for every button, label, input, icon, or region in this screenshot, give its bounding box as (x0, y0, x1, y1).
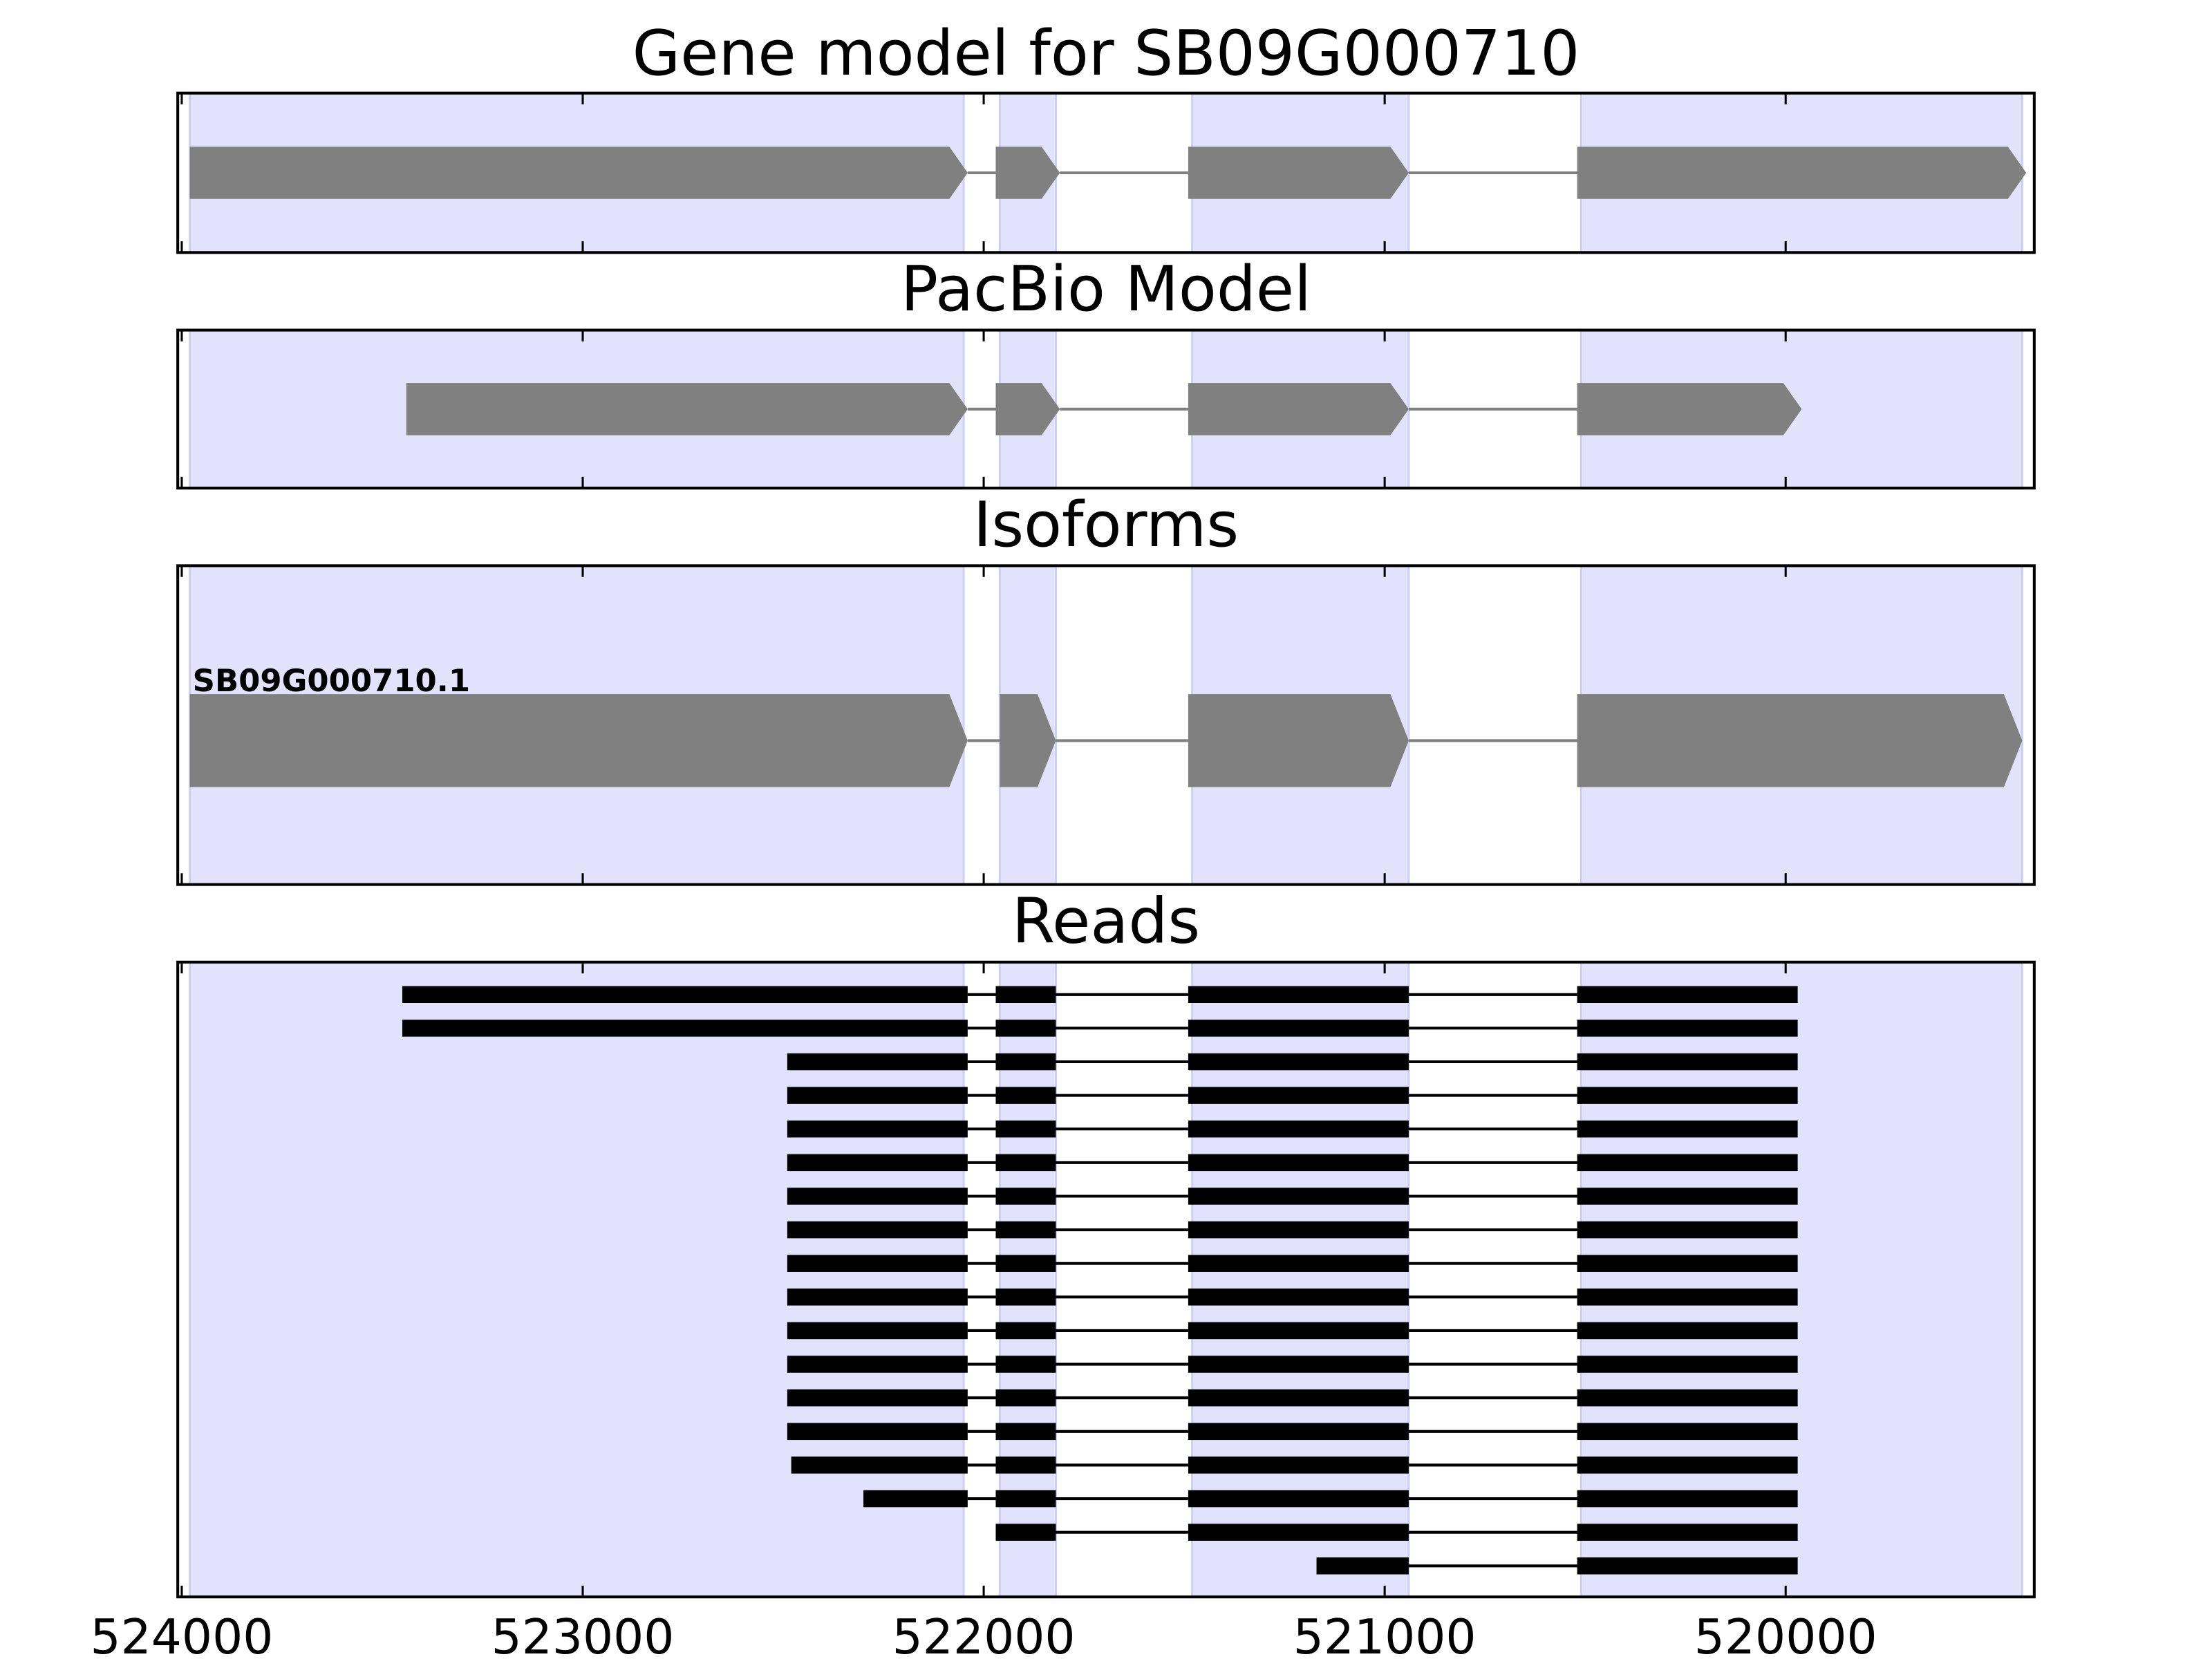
read-exon (1577, 1557, 1798, 1575)
read-exon (1188, 1221, 1409, 1239)
exon (1000, 694, 1056, 787)
read-exon (995, 1221, 1056, 1239)
exon (1188, 694, 1409, 787)
read-exon (995, 1490, 1056, 1508)
read-exon (1577, 1121, 1798, 1138)
isoform-label: SB09G000710.1 (193, 662, 470, 699)
exon (1577, 383, 1802, 435)
read-exon (995, 1020, 1056, 1037)
x-tick-label: 521000 (1293, 1610, 1477, 1659)
read-exon (995, 1255, 1056, 1272)
read-exon (791, 1456, 968, 1474)
read-exon (787, 1188, 968, 1205)
read-exon (1188, 1389, 1409, 1407)
read-exon (1188, 1524, 1409, 1541)
panel-title: PacBio Model (901, 254, 1311, 326)
read-exon (787, 1121, 968, 1138)
read-exon (1577, 1389, 1798, 1407)
read-exon (1188, 1121, 1409, 1138)
read-exon (995, 1053, 1056, 1071)
plot-frame (176, 328, 2036, 490)
exon (406, 383, 968, 435)
x-tick-label: 523000 (491, 1610, 675, 1659)
read-exon (787, 1221, 968, 1239)
read-exon (1188, 1053, 1409, 1071)
read-exon (1188, 1087, 1409, 1104)
read-exon (995, 1121, 1056, 1138)
read-exon (787, 1389, 968, 1407)
read-exon (1577, 1288, 1798, 1306)
read-exon (1577, 1456, 1798, 1474)
read-exon (1577, 1020, 1798, 1037)
exon (995, 147, 1060, 199)
x-tick-label: 520000 (1694, 1610, 1877, 1659)
read-exon (1188, 1322, 1409, 1340)
plot-frame (176, 91, 2036, 254)
read-exon (995, 1356, 1056, 1373)
read-exon (402, 986, 968, 1004)
read-exon (1577, 1188, 1798, 1205)
read-exon (787, 1255, 968, 1272)
read-exon (787, 1322, 968, 1340)
read-exon (995, 1456, 1056, 1474)
read-exon (1577, 1490, 1798, 1508)
read-exon (787, 1087, 968, 1104)
read-exon (1188, 1188, 1409, 1205)
read-exon (995, 986, 1056, 1004)
read-exon (863, 1490, 968, 1508)
exon (1577, 147, 2027, 199)
read-exon (1577, 1087, 1798, 1104)
panel-title: Reads (1012, 885, 1200, 957)
read-exon (1188, 1490, 1409, 1508)
panel-title: Isoforms (973, 489, 1239, 561)
read-exon (995, 1154, 1056, 1172)
read-exon (995, 1188, 1056, 1205)
read-exon (1577, 986, 1798, 1004)
read-exon (1577, 1524, 1798, 1541)
exon (1188, 147, 1409, 199)
read-exon (995, 1524, 1056, 1541)
read-exon (1188, 1456, 1409, 1474)
read-exon (1188, 1154, 1409, 1172)
read-exon (787, 1154, 968, 1172)
exon (189, 147, 968, 199)
read-exon (787, 1053, 968, 1071)
panel-title: Gene model for SB09G000710 (632, 18, 1580, 90)
read-exon (995, 1288, 1056, 1306)
read-exon (1577, 1356, 1798, 1373)
read-exon (1188, 1288, 1409, 1306)
exon (995, 383, 1060, 435)
plot-frame (176, 564, 2036, 886)
read-exon (1577, 1154, 1798, 1172)
exon (189, 694, 968, 787)
x-tick-label: 522000 (892, 1610, 1076, 1659)
plot-frame (176, 960, 2036, 1599)
read-exon (1188, 1020, 1409, 1037)
read-exon (995, 1087, 1056, 1104)
read-exon (1316, 1557, 1409, 1575)
read-exon (995, 1389, 1056, 1407)
read-exon (1577, 1053, 1798, 1071)
read-exon (787, 1356, 968, 1373)
read-exon (995, 1322, 1056, 1340)
read-exon (1188, 1423, 1409, 1441)
read-exon (1577, 1255, 1798, 1272)
exon (1188, 383, 1409, 435)
read-exon (1577, 1423, 1798, 1441)
read-exon (787, 1288, 968, 1306)
read-exon (1188, 1255, 1409, 1272)
read-exon (1188, 986, 1409, 1004)
x-tick-label: 524000 (91, 1610, 274, 1659)
read-exon (1577, 1221, 1798, 1239)
read-exon (1577, 1322, 1798, 1340)
exon (1577, 694, 2023, 787)
read-exon (995, 1423, 1056, 1441)
read-exon (402, 1020, 968, 1037)
read-exon (1188, 1356, 1409, 1373)
read-exon (787, 1423, 968, 1441)
